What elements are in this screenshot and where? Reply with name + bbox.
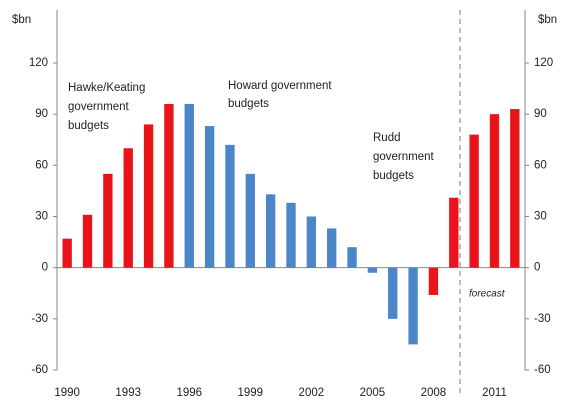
bar xyxy=(184,103,194,268)
annotation-line: Howard government xyxy=(228,80,332,92)
bar xyxy=(204,126,215,268)
annotation-line: budgets xyxy=(228,98,269,110)
y2-tick-label: 0 xyxy=(534,262,540,274)
annotation: Howard government budgets xyxy=(228,80,335,110)
bar xyxy=(62,238,72,268)
y-axis-label: $bn xyxy=(12,14,31,26)
y-tick-label: -60 xyxy=(31,364,48,376)
annotation-line: budgets xyxy=(68,120,109,132)
bar xyxy=(143,124,154,268)
bar xyxy=(123,148,133,268)
annotation-line: Hawke/Keating xyxy=(68,82,145,94)
bar xyxy=(449,197,459,268)
x-tick-label: 1990 xyxy=(54,387,80,399)
y2-tick-label: 60 xyxy=(534,159,547,171)
x-tick-label: 2008 xyxy=(421,387,447,399)
x-tick-label: 2011 xyxy=(482,387,507,399)
x-tick-label: 1993 xyxy=(115,387,141,399)
y2-tick-label: -30 xyxy=(534,313,551,325)
y-tick-label: 60 xyxy=(35,159,48,171)
y-tick-label: 90 xyxy=(35,108,48,120)
y-tick-label: 0 xyxy=(42,262,48,274)
y2-tick-label: 120 xyxy=(534,57,553,69)
annotation-line: budgets xyxy=(373,170,414,182)
y2-tick-label: 30 xyxy=(534,211,547,223)
x-tick-label: 1996 xyxy=(176,387,202,399)
annotation-line: government xyxy=(373,151,435,163)
bar xyxy=(103,173,113,268)
bar xyxy=(428,267,439,295)
annotation-line: government xyxy=(68,101,130,113)
bar xyxy=(347,247,357,268)
bar xyxy=(469,134,479,268)
bar xyxy=(82,214,93,268)
x-tick-label: 2002 xyxy=(299,387,325,399)
bar xyxy=(388,267,398,319)
forecast-label: forecast xyxy=(469,289,506,300)
annotation-line: Rudd xyxy=(373,132,401,144)
y-tick-label: 120 xyxy=(29,57,48,69)
y2-axis-label: $bn xyxy=(538,14,557,26)
bar xyxy=(489,114,500,268)
bar xyxy=(265,194,276,268)
y2-tick-label: 90 xyxy=(534,108,547,120)
bar xyxy=(367,267,378,273)
bar xyxy=(225,144,235,268)
bar xyxy=(306,216,317,268)
x-tick-label: 2005 xyxy=(360,387,386,399)
y-tick-label: -30 xyxy=(31,313,48,325)
bar xyxy=(510,109,520,268)
y-tick-label: 30 xyxy=(35,211,48,223)
annotation: Rudd government budgets xyxy=(373,132,437,182)
annotation: Hawke/Keating government budgets xyxy=(68,82,149,132)
bar xyxy=(245,173,255,268)
y2-tick-label: -60 xyxy=(534,364,551,376)
x-tick-label: 1999 xyxy=(238,387,264,399)
bar xyxy=(286,202,296,268)
bar xyxy=(327,228,337,268)
bar xyxy=(408,267,418,345)
bar xyxy=(164,103,174,268)
